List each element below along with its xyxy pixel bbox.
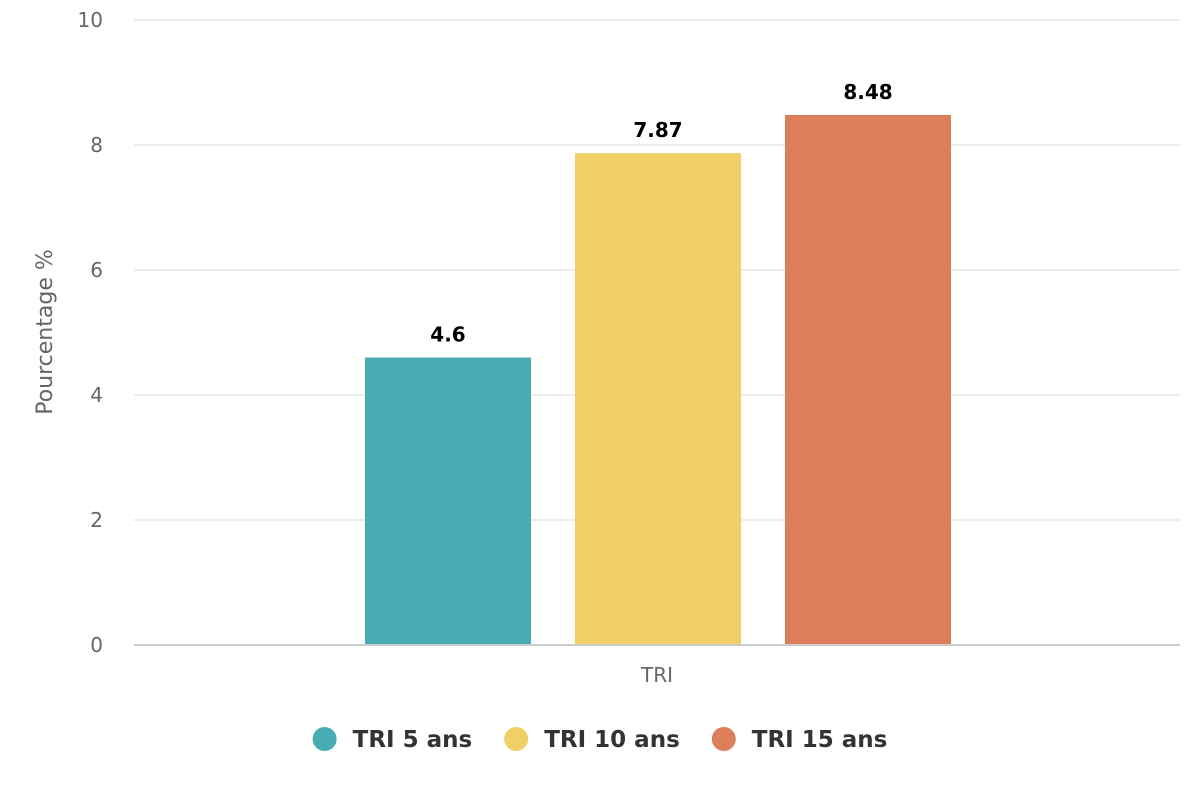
legend-item-2[interactable]: TRI 10 ans bbox=[504, 727, 680, 753]
legend-marker bbox=[504, 727, 529, 751]
legend-item-1[interactable]: TRI 5 ans bbox=[312, 727, 473, 753]
legend-label: TRI 15 ans bbox=[752, 727, 888, 753]
y-tick-labels: 0 2 4 6 8 10 bbox=[78, 8, 103, 657]
legend-label: TRI 10 ans bbox=[544, 727, 680, 753]
legend: TRI 5 ans TRI 10 ans TRI 15 ans bbox=[312, 727, 888, 753]
data-labels: 4.6 7.87 8.48 bbox=[430, 80, 892, 347]
legend-item-3[interactable]: TRI 15 ans bbox=[711, 727, 888, 753]
bar-1 bbox=[365, 357, 531, 645]
legend-label: TRI 5 ans bbox=[353, 727, 473, 753]
y-tick-label: 8 bbox=[90, 133, 103, 157]
y-tick-label: 2 bbox=[90, 508, 103, 532]
y-axis-title: Pourcentage % bbox=[33, 249, 58, 415]
y-tick-label: 6 bbox=[90, 258, 103, 282]
y-tick-label: 10 bbox=[78, 8, 103, 32]
bar-2 bbox=[575, 153, 741, 645]
data-label-1: 4.6 bbox=[430, 323, 465, 347]
x-tick-label: TRI bbox=[640, 663, 673, 687]
data-label-3: 8.48 bbox=[843, 80, 892, 104]
legend-marker bbox=[312, 727, 337, 751]
y-tick-label: 0 bbox=[90, 633, 103, 657]
legend-marker bbox=[711, 727, 736, 751]
bar-3 bbox=[785, 115, 951, 645]
bar-series bbox=[365, 115, 951, 645]
y-tick-label: 4 bbox=[90, 383, 103, 407]
data-label-2: 7.87 bbox=[633, 118, 682, 142]
